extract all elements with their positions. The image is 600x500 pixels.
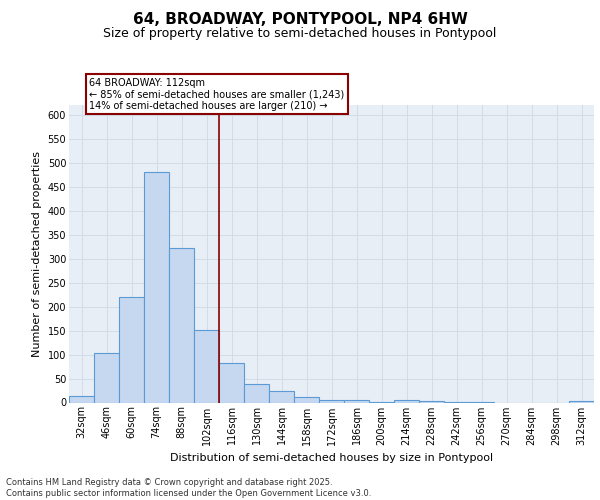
Text: Size of property relative to semi-detached houses in Pontypool: Size of property relative to semi-detach… — [103, 28, 497, 40]
Bar — [569, 400, 594, 402]
Bar — [244, 384, 269, 402]
Bar — [119, 297, 144, 403]
Text: Contains HM Land Registry data © Crown copyright and database right 2025.
Contai: Contains HM Land Registry data © Crown c… — [6, 478, 371, 498]
Bar — [344, 400, 369, 402]
X-axis label: Distribution of semi-detached houses by size in Pontypool: Distribution of semi-detached houses by … — [170, 453, 493, 463]
Bar — [144, 172, 169, 402]
Bar — [394, 400, 419, 402]
Bar — [219, 362, 244, 403]
Text: 64, BROADWAY, PONTYPOOL, NP4 6HW: 64, BROADWAY, PONTYPOOL, NP4 6HW — [133, 12, 467, 28]
Bar — [169, 248, 194, 402]
Bar — [269, 390, 294, 402]
Bar — [69, 396, 94, 402]
Bar — [294, 397, 319, 402]
Bar — [319, 400, 344, 402]
Text: 64 BROADWAY: 112sqm
← 85% of semi-detached houses are smaller (1,243)
14% of sem: 64 BROADWAY: 112sqm ← 85% of semi-detach… — [89, 78, 344, 111]
Y-axis label: Number of semi-detached properties: Number of semi-detached properties — [32, 151, 42, 357]
Bar — [419, 400, 444, 402]
Bar — [94, 353, 119, 403]
Bar — [194, 330, 219, 402]
